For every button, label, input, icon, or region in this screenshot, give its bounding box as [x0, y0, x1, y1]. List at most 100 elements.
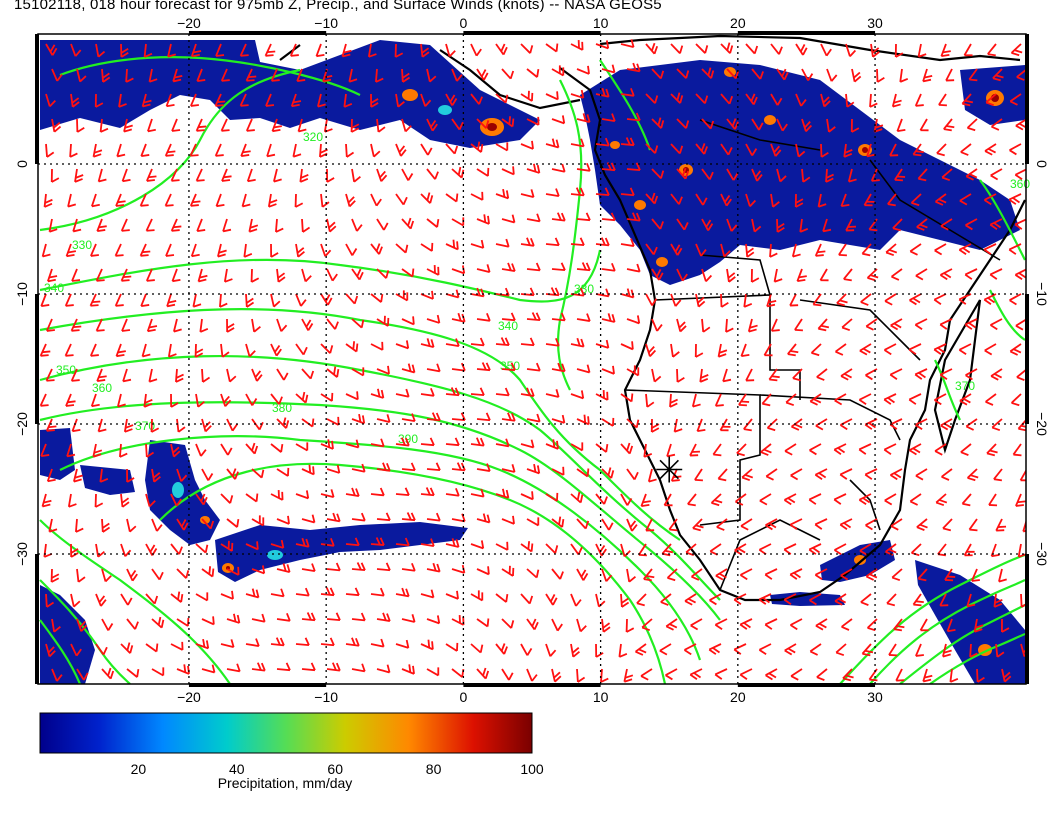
wind-barb: [167, 343, 177, 358]
wind-barb: [214, 93, 226, 107]
wind-barb: [859, 343, 872, 356]
wind-barb: [395, 340, 410, 350]
wind-barb: [714, 393, 724, 407]
wind-barb: [816, 668, 828, 681]
wind-barb: [243, 243, 253, 258]
wind-barb: [601, 518, 614, 531]
wind-barb: [651, 368, 662, 383]
wind-barb: [420, 487, 435, 497]
wind-barb: [275, 218, 284, 233]
wind-barb: [720, 143, 733, 156]
wind-barb: [246, 168, 256, 183]
wind-barb: [170, 641, 184, 651]
wind-barb: [733, 643, 747, 655]
wind-barb: [270, 68, 280, 82]
wind-barb: [451, 312, 466, 323]
wind-barb: [120, 593, 133, 606]
wind-barb: [695, 293, 706, 308]
wind-barb: [395, 243, 409, 254]
wind-barb: [426, 218, 440, 228]
wind-barb: [626, 315, 641, 325]
wind-barb: [909, 243, 922, 256]
wind-barb: [445, 93, 458, 106]
wind-barb: [570, 643, 581, 658]
contour-label: 350: [500, 359, 520, 373]
wind-barb: [97, 418, 107, 433]
wind-barb: [395, 193, 408, 206]
wind-barb: [370, 341, 384, 351]
wind-barb: [751, 218, 762, 233]
wind-barb: [326, 464, 341, 474]
wind-barb: [934, 193, 947, 206]
wind-barb: [712, 443, 722, 457]
wind-barb: [601, 64, 616, 74]
wind-barb: [526, 68, 540, 78]
wind-barb: [694, 468, 703, 482]
wind-barb: [866, 268, 879, 282]
wind-barb: [240, 143, 251, 157]
wind-barb: [451, 513, 466, 523]
wind-barb: [576, 313, 591, 322]
wind-barb: [123, 418, 134, 433]
wind-barb: [195, 393, 205, 408]
wind-barb: [276, 417, 290, 429]
wind-barb: [801, 68, 814, 81]
wind-barb: [245, 293, 255, 308]
wind-barb: [345, 341, 359, 353]
wind-barb: [645, 93, 659, 104]
wind-barb: [796, 268, 807, 283]
wind-barb: [526, 163, 541, 174]
wind-barb: [660, 593, 672, 606]
wind-barb: [220, 540, 234, 552]
lat-tick-label-right: −20: [1034, 412, 1050, 436]
wind-barb: [395, 487, 410, 497]
wind-barb: [43, 543, 53, 558]
wind-barb: [476, 362, 491, 372]
axis-bar-bottom: [737, 683, 876, 687]
contour-label: 340: [44, 281, 64, 295]
wind-barb: [70, 93, 80, 108]
wind-barb: [988, 493, 998, 507]
wind-barb: [810, 343, 822, 357]
wind-barb: [809, 593, 822, 606]
wind-barb: [401, 562, 416, 572]
wind-barb: [50, 568, 60, 583]
wind-barb: [70, 543, 79, 558]
wind-barb: [320, 293, 333, 306]
wind-barb: [370, 193, 382, 207]
wind-barb: [645, 518, 655, 532]
wind-barb: [370, 638, 385, 648]
wind-barb: [825, 168, 834, 183]
geopotential-contours: [39, 56, 1026, 684]
wind-barb: [495, 43, 508, 56]
wind-barb: [401, 68, 411, 83]
wind-barb: [890, 268, 903, 281]
wind-barb: [95, 318, 105, 332]
wind-barb: [176, 468, 188, 482]
wind-barb: [451, 118, 464, 131]
wind-barb: [776, 68, 789, 81]
wind-barb: [695, 93, 709, 105]
wind-barb: [783, 593, 797, 605]
wind-barb: [76, 668, 89, 681]
wind-barb: [908, 393, 922, 405]
wind-barb: [348, 68, 358, 83]
wind-barb: [643, 568, 655, 582]
wind-barb: [245, 68, 257, 82]
wind-barb: [173, 318, 182, 333]
wind-barb: [684, 593, 697, 606]
lat-tick-label-left: 0: [14, 160, 30, 168]
wind-barb: [940, 43, 951, 58]
wind-barb: [942, 518, 953, 532]
wind-barb: [219, 293, 228, 308]
wind-barb: [201, 518, 215, 530]
wind-barb: [701, 67, 715, 79]
wind-barb: [601, 417, 615, 427]
wind-barb: [983, 293, 997, 305]
wind-barb: [195, 168, 205, 182]
wind-barb: [968, 68, 978, 82]
wind-barb: [595, 40, 610, 50]
lon-tick-label-top: −10: [314, 15, 338, 31]
wind-barb: [576, 568, 589, 581]
wind-barb: [120, 493, 130, 508]
